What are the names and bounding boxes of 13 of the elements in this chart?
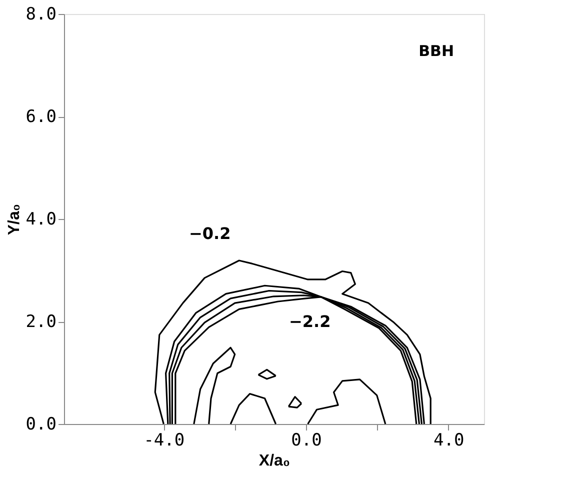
x-tick-label: 0.0 <box>291 430 322 450</box>
y-tick-label: 2.0 <box>26 312 56 332</box>
x-tick-label: 4.0 <box>434 430 464 450</box>
y-tick-label: 4.0 <box>26 210 56 230</box>
y-axis-title: Y/a₀ <box>6 204 23 236</box>
annotation: BBH <box>418 42 454 60</box>
annotation: −0.2 <box>189 224 231 243</box>
annotation: −2.2 <box>289 312 331 331</box>
x-tick-label: -4.0 <box>144 430 185 450</box>
y-tick-label: 8.0 <box>26 4 56 24</box>
x-axis-title: X/a₀ <box>258 452 290 470</box>
y-tick-label: 6.0 <box>26 107 56 127</box>
y-tick-label: 0.0 <box>26 414 56 434</box>
